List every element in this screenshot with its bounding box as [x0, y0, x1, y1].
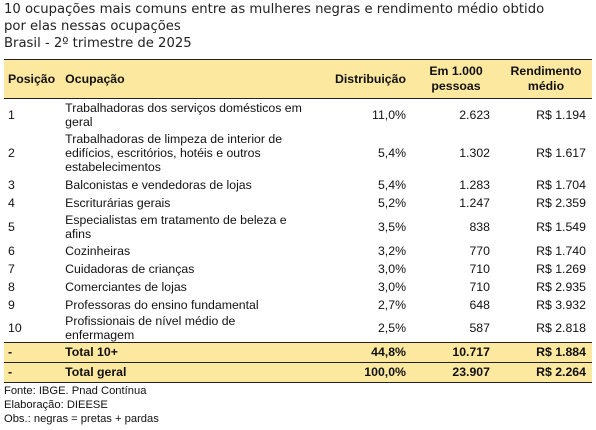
cell-por-mil: 648	[469, 297, 490, 312]
header-por-mil-line1: Em 1.000	[429, 64, 483, 78]
cell-posicao: 6	[8, 243, 15, 258]
table-row: 2 Trabalhadoras de limpeza de interior d…	[4, 131, 592, 176]
cell-ocupacao: Comerciantes de lojas	[65, 279, 187, 294]
cell-distribuicao: 2,7%	[377, 297, 406, 312]
cell-ocupacao: Balconistas e vendedoras de lojas	[65, 177, 252, 192]
cell-posicao: 9	[8, 297, 15, 312]
cell-distribuicao: 3,0%	[377, 261, 406, 276]
header-por-mil: Em 1.000 pessoas	[412, 59, 500, 99]
table-title-continued: por elas nessas ocupações	[4, 19, 181, 34]
table-row: 10 Profissionais de nível médio de enfer…	[4, 314, 592, 343]
cell-rendimento: R$ 2.935	[536, 279, 586, 294]
cell-posicao: 4	[8, 195, 15, 210]
cell-rendimento: R$ 1.549	[536, 219, 586, 234]
table-title-block: 10 ocupações mais comuns entre as mulher…	[4, 1, 592, 52]
cell-ocupacao: Trabalhadoras dos serviços domésticos em…	[65, 100, 302, 129]
elaboration-note: Elaboração: DIEESE	[4, 399, 108, 411]
cell-posicao: 7	[8, 261, 15, 276]
table-row: 3 Balconistas e vendedoras de lojas 5,4%…	[4, 176, 592, 194]
cell-distribuicao: 5,4%	[377, 146, 406, 160]
cell-rendimento: R$ 2.818	[536, 320, 586, 335]
table-title: 10 ocupações mais comuns entre as mulher…	[4, 2, 545, 17]
cell-distribuicao: 2,5%	[377, 320, 406, 335]
cell-por-mil: 770	[469, 243, 490, 258]
cell-ocupacao: Especialistas em tratamento de beleza e …	[65, 212, 287, 241]
table-row: 7 Cuidadoras de crianças 3,0% 710 R$ 1.2…	[4, 260, 592, 278]
header-rendimento-line2: médio	[527, 79, 565, 93]
cell-posicao: 3	[8, 177, 15, 192]
table-row: 9 Professoras do ensino fundamental 2,7%…	[4, 296, 592, 314]
cell-distribuicao: 44,8%	[312, 341, 412, 363]
cell-ocupacao: Cozinheiras	[65, 243, 131, 258]
cell-rendimento: R$ 1.617	[536, 146, 586, 160]
occupations-table: Posição Ocupação Distribuição Em 1.000 p…	[4, 59, 592, 383]
cell-rendimento: R$ 1.704	[536, 177, 586, 192]
table-row: 4 Escriturárias gerais 5,2% 1.247 R$ 2.3…	[4, 194, 592, 212]
table-row: 8 Comerciantes de lojas 3,0% 710 R$ 2.93…	[4, 278, 592, 296]
cell-rendimento: R$ 1.740	[536, 243, 586, 258]
header-row: Posição Ocupação Distribuição Em 1.000 p…	[4, 59, 592, 99]
header-rendimento: Rendimento médio	[500, 59, 592, 99]
cell-distribuicao: 100,0%	[312, 361, 412, 383]
cell-ocupacao: Cuidadoras de crianças	[65, 261, 195, 276]
cell-por-mil: 838	[469, 219, 490, 234]
cell-distribuicao: 3,5%	[377, 219, 406, 234]
cell-posicao: 2	[8, 146, 15, 160]
table-row: 1 Trabalhadoras dos serviços domésticos …	[4, 99, 592, 131]
cell-posicao: 10	[8, 320, 22, 335]
cell-rendimento: R$ 1.884	[500, 341, 592, 363]
header-distribuicao: Distribuição	[312, 59, 412, 99]
header-rendimento-line1: Rendimento	[510, 64, 582, 78]
cell-por-mil: 1.302	[459, 146, 490, 160]
cell-ocupacao: Total 10+	[61, 341, 312, 363]
cell-por-mil: 587	[469, 320, 490, 335]
header-ocupacao: Ocupação	[61, 59, 312, 99]
cell-ocupacao: Escriturárias gerais	[65, 195, 171, 210]
cell-rendimento: R$ 1.269	[536, 261, 586, 276]
table-subtitle: Brasil - 2º trimestre de 2025	[4, 36, 192, 51]
cell-por-mil: 10.717	[412, 341, 500, 363]
cell-por-mil: 710	[469, 261, 490, 276]
cell-rendimento: R$ 2.359	[536, 195, 586, 210]
cell-rendimento: R$ 3.932	[536, 297, 586, 312]
footnotes: Fonte: IBGE. Pnad Contínua Elaboração: D…	[4, 384, 159, 426]
cell-distribuicao: 5,2%	[377, 195, 406, 210]
cell-por-mil: 1.283	[459, 177, 490, 192]
cell-distribuicao: 3,0%	[377, 279, 406, 294]
source-note: Fonte: IBGE. Pnad Contínua	[4, 385, 147, 397]
cell-ocupacao: Total geral	[61, 361, 312, 383]
header-por-mil-line2: pessoas	[431, 79, 481, 93]
cell-posicao: 8	[8, 279, 15, 294]
cell-por-mil: 23.907	[412, 361, 500, 383]
header-posicao: Posição	[4, 59, 62, 99]
cell-distribuicao: 5,4%	[377, 177, 406, 192]
cell-posicao: 5	[8, 219, 15, 234]
cell-por-mil: 710	[469, 279, 490, 294]
cell-ocupacao: Trabalhadoras de limpeza de interior de …	[65, 132, 283, 174]
cell-posicao: -	[4, 361, 62, 383]
table-row: 6 Cozinheiras 3,2% 770 R$ 1.740	[4, 242, 592, 260]
table-body: 1 Trabalhadoras dos serviços domésticos …	[4, 99, 592, 383]
observation-note: Obs.: negras = pretas + pardas	[4, 413, 159, 425]
cell-rendimento: R$ 2.264	[500, 361, 592, 383]
cell-distribuicao: 11,0%	[372, 107, 406, 122]
cell-distribuicao: 3,2%	[377, 243, 406, 258]
cell-ocupacao: Professoras do ensino fundamental	[65, 297, 259, 312]
cell-ocupacao: Profissionais de nível médio de enfermag…	[65, 313, 236, 342]
table-header: Posição Ocupação Distribuição Em 1.000 p…	[4, 59, 592, 99]
cell-posicao: 1	[8, 107, 15, 122]
cell-por-mil: 1.247	[459, 195, 490, 210]
cell-rendimento: R$ 1.194	[536, 107, 586, 122]
cell-posicao: -	[4, 341, 62, 363]
total-row-top10: - Total 10+ 44,8% 10.717 R$ 1.884	[4, 341, 592, 363]
total-row-geral: - Total geral 100,0% 23.907 R$ 2.264	[4, 361, 592, 383]
table-row: 5 Especialistas em tratamento de beleza …	[4, 212, 592, 242]
cell-por-mil: 2.623	[459, 107, 490, 122]
